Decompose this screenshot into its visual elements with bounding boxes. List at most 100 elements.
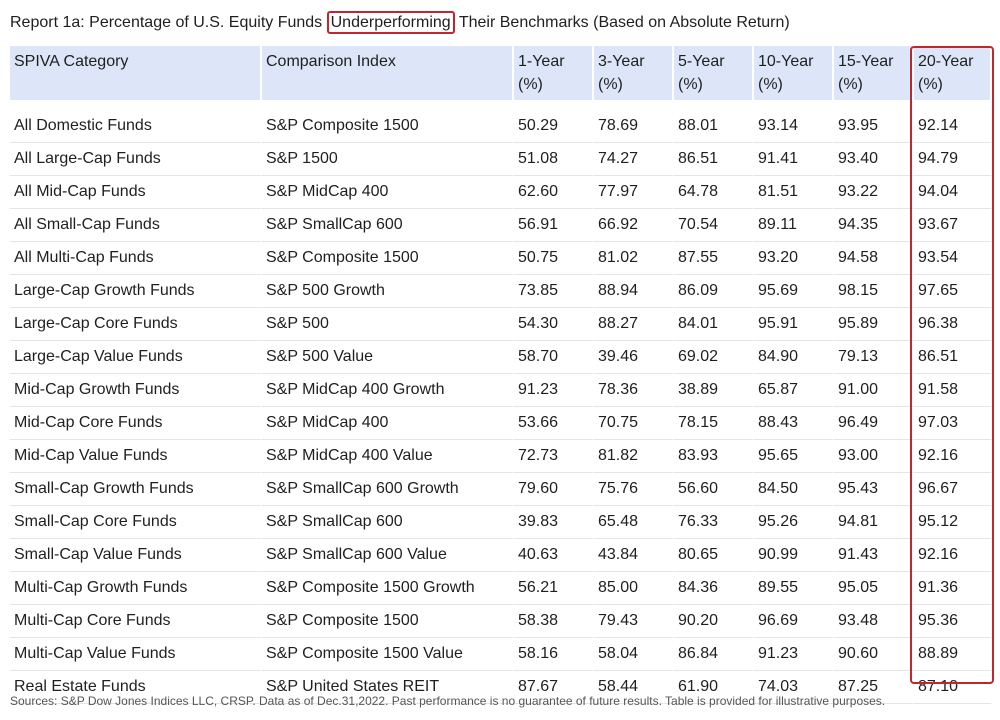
value-cell: 95.36: [914, 605, 992, 638]
value-cell: 86.84: [674, 638, 754, 671]
value-cell: 98.15: [834, 275, 914, 308]
value-cell: 50.29: [514, 100, 594, 143]
category-cell: All Domestic Funds: [10, 100, 262, 143]
category-cell: Small-Cap Value Funds: [10, 539, 262, 572]
value-cell: 76.33: [674, 506, 754, 539]
value-cell: 81.51: [754, 176, 834, 209]
category-cell: Mid-Cap Value Funds: [10, 440, 262, 473]
header-row: SPIVA Category Comparison Index 1-Year (%) 3…: [10, 46, 992, 100]
value-cell: 95.89: [834, 308, 914, 341]
value-cell: 84.36: [674, 572, 754, 605]
value-cell: 75.76: [594, 473, 674, 506]
table-row: Mid-Cap Growth Funds S&P MidCap 400 Growt…: [10, 374, 992, 407]
value-cell: 70.75: [594, 407, 674, 440]
value-cell: 91.41: [754, 143, 834, 176]
value-cell: 78.69: [594, 100, 674, 143]
table-row: Small-Cap Value Funds S&P SmallCap 600 Va…: [10, 539, 992, 572]
index-cell: S&P Composite 1500: [262, 242, 514, 275]
value-cell: 56.91: [514, 209, 594, 242]
value-cell: 87.67: [514, 671, 594, 704]
category-cell: Mid-Cap Core Funds: [10, 407, 262, 440]
value-cell: 88.01: [674, 100, 754, 143]
category-cell: Mid-Cap Growth Funds: [10, 374, 262, 407]
value-cell: 96.67: [914, 473, 992, 506]
value-cell: 72.73: [514, 440, 594, 473]
column-header-line1: 5-Year: [678, 53, 725, 70]
value-cell: 92.16: [914, 440, 992, 473]
table-row: Large-Cap Value Funds S&P 500 Value 58.70 3…: [10, 341, 992, 374]
value-cell: 73.85: [514, 275, 594, 308]
column-header-line1: 10-Year: [758, 53, 814, 70]
value-cell: 80.65: [674, 539, 754, 572]
column-header-line2: (%): [598, 76, 623, 93]
value-cell: 96.38: [914, 308, 992, 341]
value-cell: 58.16: [514, 638, 594, 671]
value-cell: 89.11: [754, 209, 834, 242]
value-cell: 93.67: [914, 209, 992, 242]
index-cell: S&P MidCap 400 Growth: [262, 374, 514, 407]
category-cell: Small-Cap Core Funds: [10, 506, 262, 539]
index-cell: S&P SmallCap 600 Growth: [262, 473, 514, 506]
column-header: 20-Year (%): [914, 46, 992, 100]
value-cell: 39.83: [514, 506, 594, 539]
value-cell: 93.20: [754, 242, 834, 275]
table-row: All Domestic Funds S&P Composite 1500 50.2…: [10, 100, 992, 143]
column-header-line1: 1-Year: [518, 53, 565, 70]
index-cell: S&P MidCap 400: [262, 176, 514, 209]
value-cell: 79.60: [514, 473, 594, 506]
value-cell: 56.60: [674, 473, 754, 506]
value-cell: 88.27: [594, 308, 674, 341]
index-cell: S&P Composite 1500 Growth: [262, 572, 514, 605]
index-cell: S&P Composite 1500: [262, 605, 514, 638]
value-cell: 84.90: [754, 341, 834, 374]
index-cell: S&P 500: [262, 308, 514, 341]
value-cell: 89.55: [754, 572, 834, 605]
value-cell: 81.02: [594, 242, 674, 275]
value-cell: 95.05: [834, 572, 914, 605]
value-cell: 38.89: [674, 374, 754, 407]
table-row: All Large-Cap Funds S&P 1500 51.08 74.27 86.…: [10, 143, 992, 176]
value-cell: 69.02: [674, 341, 754, 374]
table-row: Mid-Cap Core Funds S&P MidCap 400 53.66 70.…: [10, 407, 992, 440]
value-cell: 65.48: [594, 506, 674, 539]
value-cell: 56.21: [514, 572, 594, 605]
value-cell: 64.78: [674, 176, 754, 209]
column-header-line2: (%): [918, 76, 943, 93]
table-row: Small-Cap Core Funds S&P SmallCap 600 39.8…: [10, 506, 992, 539]
value-cell: 94.58: [834, 242, 914, 275]
value-cell: 91.23: [754, 638, 834, 671]
table-row: All Small-Cap Funds S&P SmallCap 600 56.91…: [10, 209, 992, 242]
index-cell: S&P 500 Growth: [262, 275, 514, 308]
column-header-line2: (%): [518, 76, 543, 93]
value-cell: 92.16: [914, 539, 992, 572]
column-header: Comparison Index: [262, 46, 514, 100]
spiva-table: SPIVA Category Comparison Index 1-Year (%) 3…: [10, 46, 992, 704]
column-header-line2: (%): [678, 76, 703, 93]
value-cell: 93.14: [754, 100, 834, 143]
value-cell: 93.95: [834, 100, 914, 143]
index-cell: S&P SmallCap 600: [262, 506, 514, 539]
value-cell: 94.04: [914, 176, 992, 209]
value-cell: 90.60: [834, 638, 914, 671]
value-cell: 91.36: [914, 572, 992, 605]
value-cell: 93.54: [914, 242, 992, 275]
column-header-line2: (%): [838, 76, 863, 93]
table-row: Multi-Cap Value Funds S&P Composite 1500 …: [10, 638, 992, 671]
value-cell: 87.55: [674, 242, 754, 275]
value-cell: 66.92: [594, 209, 674, 242]
table-body: All Domestic Funds S&P Composite 1500 50.2…: [10, 100, 992, 704]
column-header: 3-Year (%): [594, 46, 674, 100]
value-cell: 58.44: [594, 671, 674, 704]
value-cell: 96.69: [754, 605, 834, 638]
value-cell: 50.75: [514, 242, 594, 275]
value-cell: 86.51: [914, 341, 992, 374]
value-cell: 58.04: [594, 638, 674, 671]
table-row: Mid-Cap Value Funds S&P MidCap 400 Value 7…: [10, 440, 992, 473]
column-header: 10-Year (%): [754, 46, 834, 100]
value-cell: 88.94: [594, 275, 674, 308]
value-cell: 78.36: [594, 374, 674, 407]
index-cell: S&P United States REIT: [262, 671, 514, 704]
value-cell: 39.46: [594, 341, 674, 374]
column-header-line1: SPIVA Category: [14, 53, 129, 70]
value-cell: 91.43: [834, 539, 914, 572]
